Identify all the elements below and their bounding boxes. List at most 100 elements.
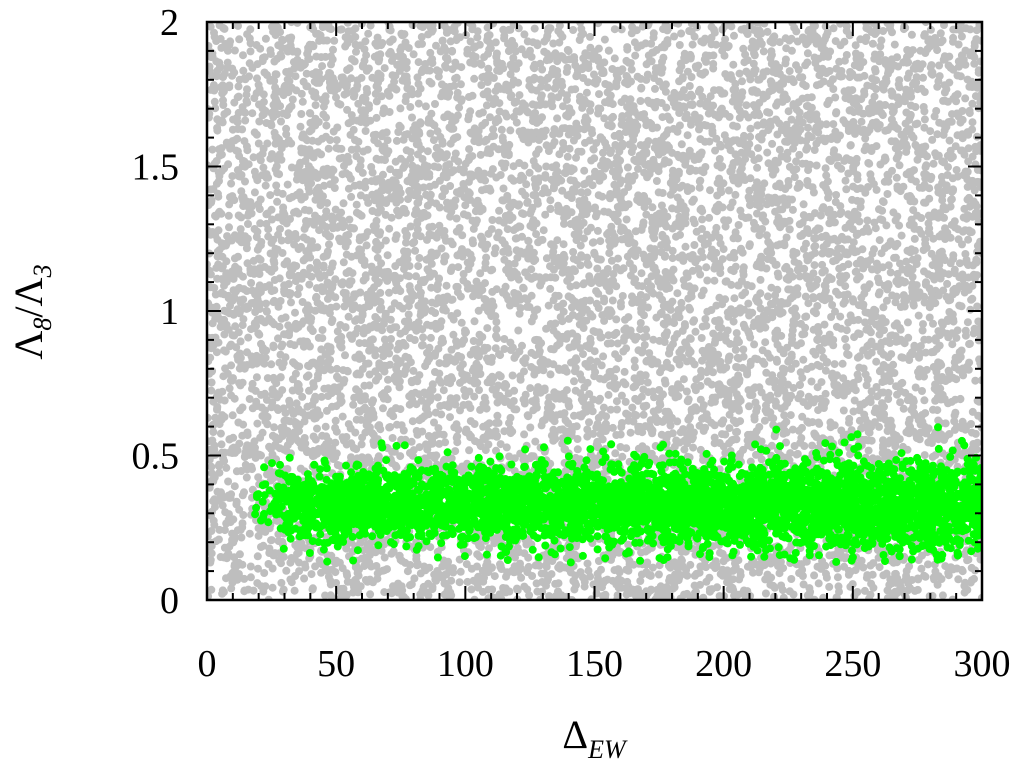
grey-point [515, 159, 524, 167]
grey-point [245, 59, 254, 68]
grey-point [460, 371, 469, 379]
grey-point [878, 197, 887, 206]
grey-point [288, 95, 297, 104]
grey-point [911, 103, 920, 111]
grey-point [573, 445, 582, 454]
grey-point [499, 184, 508, 193]
grey-point [821, 389, 830, 398]
grey-point [636, 319, 645, 327]
grey-point [313, 424, 321, 433]
grey-point [269, 343, 278, 352]
grey-point [464, 112, 473, 120]
grey-point [225, 223, 233, 232]
grey-point [820, 320, 829, 329]
grey-point [929, 348, 938, 356]
grey-point [249, 586, 258, 595]
grey-point [400, 317, 409, 326]
grey-point [920, 451, 929, 460]
grey-point [960, 588, 969, 597]
grey-point [379, 404, 387, 413]
grey-point [414, 262, 423, 271]
grey-point [603, 339, 612, 348]
grey-point [456, 567, 465, 576]
grey-point [341, 42, 350, 51]
grey-point [298, 97, 307, 106]
grey-point [496, 440, 505, 449]
grey-point [759, 47, 768, 56]
grey-point [864, 446, 873, 455]
grey-point [243, 259, 252, 268]
grey-point [910, 234, 919, 243]
grey-point [677, 140, 686, 149]
grey-point [727, 280, 736, 289]
grey-point [618, 452, 627, 461]
grey-point [628, 403, 637, 412]
grey-point [500, 335, 509, 343]
grey-point [349, 92, 358, 101]
grey-point [729, 317, 738, 326]
grey-point [599, 403, 608, 412]
grey-point [263, 139, 272, 148]
grey-point [699, 401, 708, 410]
grey-point [890, 40, 899, 49]
grey-point [768, 256, 777, 265]
grey-point [420, 161, 429, 170]
grey-point [620, 367, 629, 376]
grey-point [368, 168, 377, 177]
grey-point [580, 166, 589, 175]
grey-point [830, 360, 839, 369]
grey-point [609, 112, 617, 121]
grey-point [318, 62, 327, 71]
grey-point [542, 324, 551, 333]
grey-point [307, 570, 316, 579]
grey-point [432, 299, 440, 308]
grey-point [839, 235, 848, 244]
grey-point [844, 124, 853, 133]
grey-point [513, 584, 521, 593]
grey-point [522, 180, 531, 189]
grey-point [291, 308, 299, 317]
grey-point [767, 47, 776, 56]
grey-point [319, 102, 328, 111]
grey-point [768, 170, 777, 179]
grey-point [913, 585, 922, 594]
grey-point [756, 304, 765, 313]
grey-point [431, 100, 439, 108]
grey-point [431, 408, 440, 417]
grey-point [228, 376, 237, 385]
grey-point [227, 391, 236, 400]
grey-point [725, 353, 733, 362]
grey-point [619, 347, 628, 356]
grey-point [473, 33, 482, 42]
grey-point [339, 199, 348, 208]
grey-point [207, 386, 216, 395]
grey-point [599, 352, 608, 361]
grey-point [271, 165, 280, 174]
grey-point [454, 425, 463, 434]
grey-point [254, 139, 263, 148]
grey-point [644, 137, 653, 146]
grey-point [596, 237, 605, 246]
grey-point [814, 579, 823, 588]
grey-point [209, 428, 218, 436]
grey-point [352, 47, 360, 56]
grey-point [823, 100, 832, 109]
grey-point [349, 400, 358, 409]
grey-point [570, 411, 578, 420]
grey-point [465, 446, 474, 455]
grey-point [415, 254, 424, 262]
grey-point [964, 157, 973, 166]
grey-point [676, 230, 684, 239]
grey-point [487, 169, 495, 178]
grey-point [612, 365, 621, 374]
grey-point [238, 431, 247, 440]
grey-point [308, 584, 317, 593]
grey-point [793, 449, 802, 458]
grey-point [696, 176, 705, 185]
grey-point [408, 239, 417, 248]
grey-point [871, 67, 880, 76]
grey-point [926, 127, 935, 136]
grey-point [926, 25, 935, 34]
grey-point [527, 291, 536, 300]
grey-point [853, 175, 862, 184]
